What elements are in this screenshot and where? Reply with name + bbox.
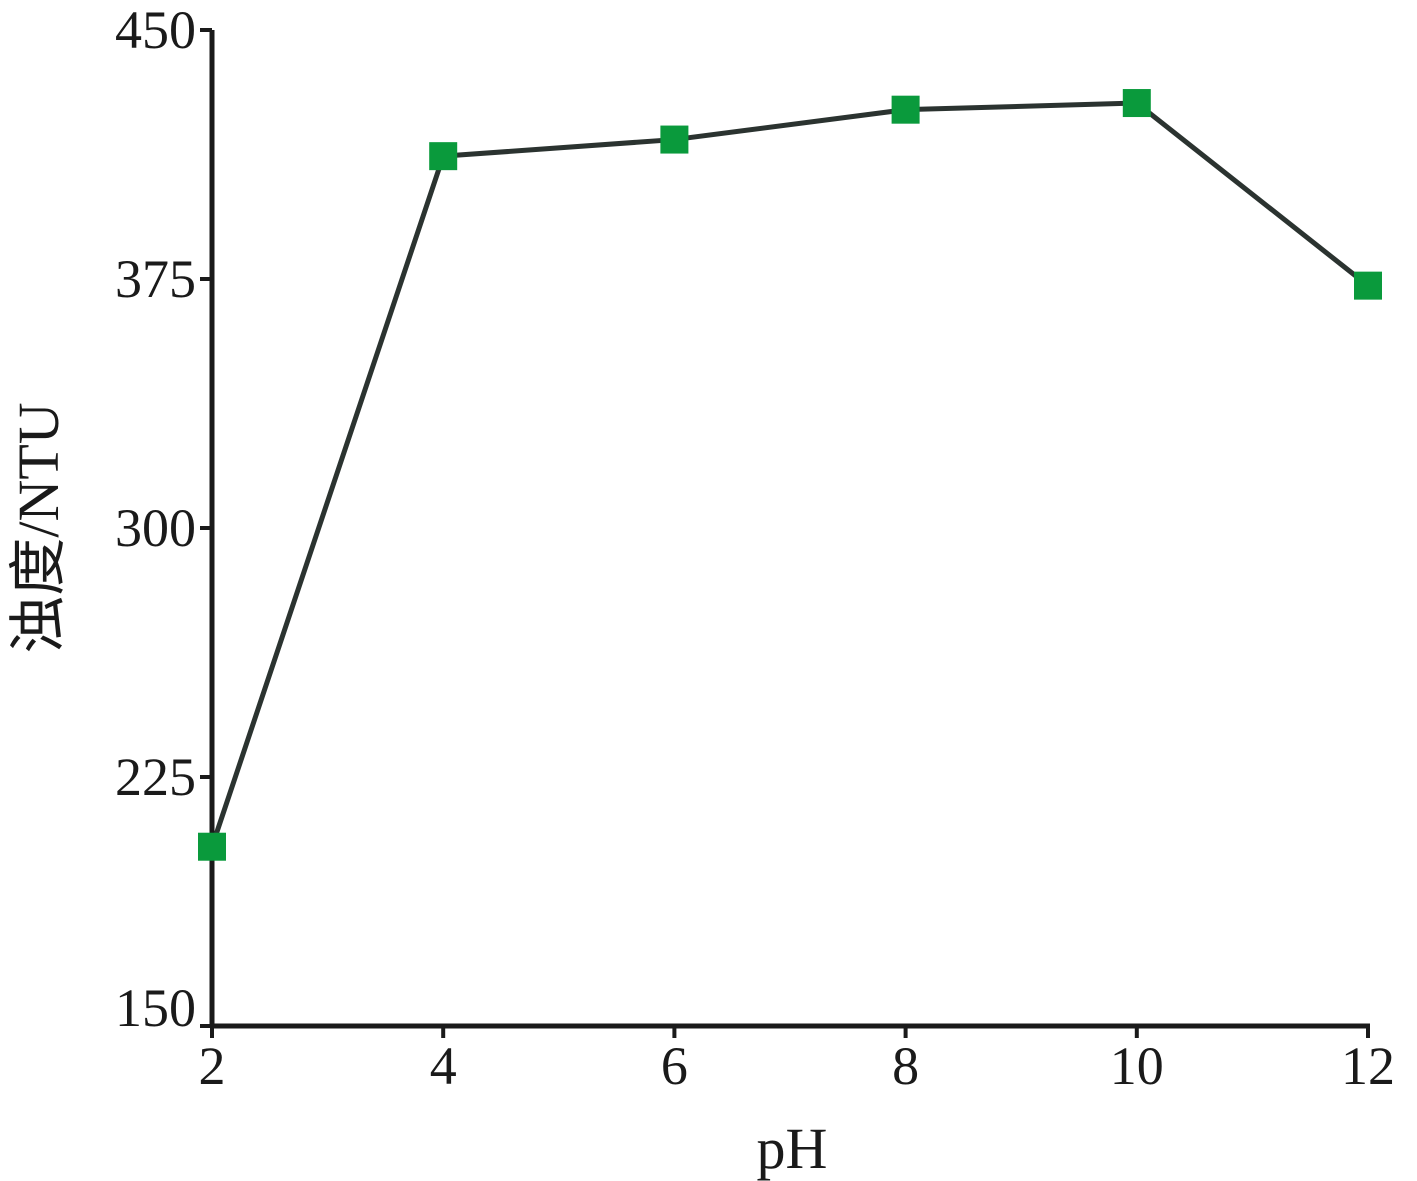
y-tick-label: 450 <box>115 0 196 60</box>
y-ticks: 150 225 300 375 450 <box>115 0 212 1038</box>
data-point-marker <box>660 125 689 154</box>
y-tick-label: 375 <box>115 249 196 309</box>
data-point-marker <box>429 142 458 171</box>
y-tick-label: 225 <box>115 747 196 807</box>
series-layer <box>198 89 1382 861</box>
x-tick-label: 4 <box>430 1036 457 1096</box>
data-point-marker <box>1354 271 1382 300</box>
data-point-marker <box>198 832 226 861</box>
x-tick-label: 6 <box>661 1036 688 1096</box>
y-tick-label: 150 <box>115 978 196 1038</box>
x-axis-title: pH <box>757 1116 828 1181</box>
series-line <box>209 100 1370 848</box>
axes <box>209 30 1370 1029</box>
x-tick-label: 8 <box>892 1036 919 1096</box>
x-ticks: 2 4 6 8 10 12 <box>199 1026 1395 1096</box>
data-point-marker <box>891 95 920 124</box>
data-point-marker <box>1122 89 1151 118</box>
x-tick-label: 10 <box>1110 1036 1164 1096</box>
x-tick-label: 12 <box>1341 1036 1395 1096</box>
x-tick-label: 2 <box>199 1036 226 1096</box>
y-tick-label: 300 <box>115 498 196 558</box>
y-axis-title: 浊度/NTU <box>6 402 71 653</box>
